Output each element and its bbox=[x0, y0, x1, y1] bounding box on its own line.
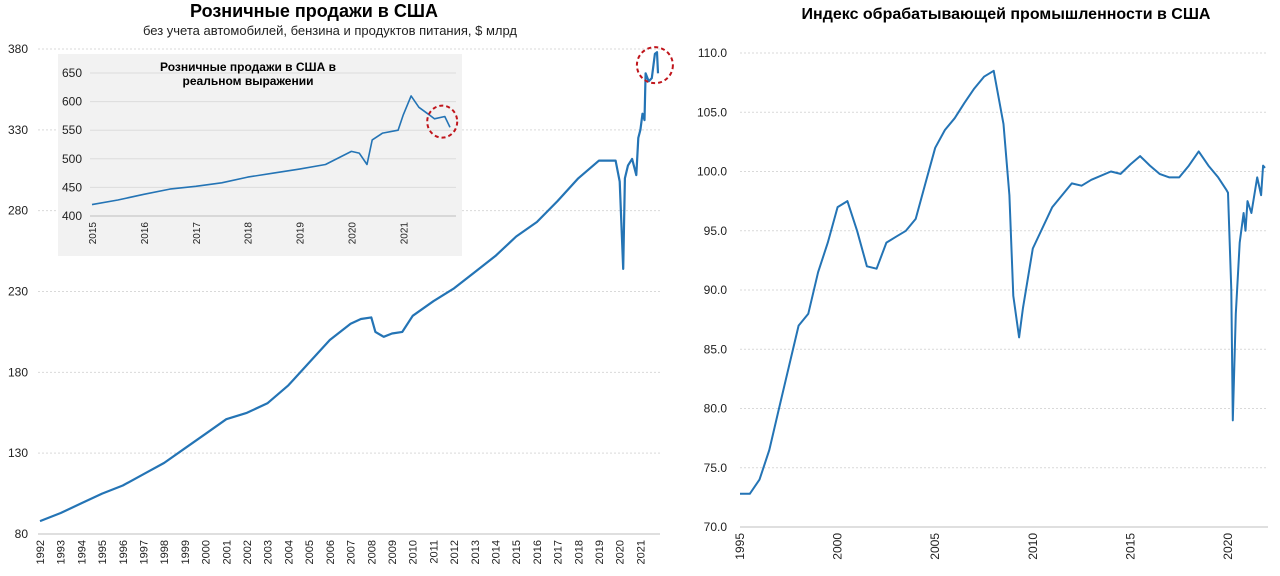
manufacturing-x-ticks: 1995 2000 2005 2010 2015 2020 bbox=[733, 533, 1235, 560]
x-tick-label: 2008 bbox=[366, 540, 378, 564]
x-tick-label: 2009 bbox=[387, 540, 399, 564]
inset-background bbox=[58, 54, 462, 256]
inset-y-tick-label: 400 bbox=[62, 209, 82, 223]
y-tick-label: 130 bbox=[8, 446, 28, 460]
inset-y-tick-label: 600 bbox=[62, 95, 82, 109]
x-tick-label: 2012 bbox=[449, 540, 461, 564]
x-tick-label: 1993 bbox=[56, 540, 68, 564]
y-tick-label: 280 bbox=[8, 204, 28, 218]
manufacturing-y-ticks: 70.0 75.0 80.0 85.0 90.0 95.0 100.0 105.0 110.0 bbox=[697, 46, 727, 534]
x-tick-label: 1999 bbox=[180, 540, 192, 564]
inset-title-line1: Розничные продажи в США в bbox=[160, 60, 336, 74]
x-tick-label: 2001 bbox=[221, 540, 233, 564]
y-tick-label: 80 bbox=[15, 527, 29, 541]
x-tick-label: 2000 bbox=[831, 533, 845, 560]
real-retail-sales-inset: Розничные продажи в США в реальном выраж… bbox=[58, 54, 462, 256]
inset-title-line2: реальном выражении bbox=[183, 74, 314, 88]
x-tick-label: 2013 bbox=[470, 540, 482, 564]
x-tick-label: 2003 bbox=[263, 540, 275, 564]
inset-y-tick-label: 650 bbox=[62, 66, 82, 80]
x-tick-label: 2011 bbox=[428, 540, 440, 564]
y-tick-label: 330 bbox=[8, 123, 28, 137]
x-tick-label: 1997 bbox=[139, 540, 151, 564]
inset-x-tick-label: 2020 bbox=[347, 222, 358, 245]
y-tick-label: 85.0 bbox=[704, 342, 728, 356]
y-tick-label: 90.0 bbox=[704, 283, 728, 297]
inset-x-tick-label: 2017 bbox=[192, 222, 203, 245]
inset-y-tick-label: 450 bbox=[62, 180, 82, 194]
x-tick-label: 2020 bbox=[1221, 533, 1235, 560]
x-tick-label: 2020 bbox=[615, 540, 627, 564]
y-tick-label: 180 bbox=[8, 365, 28, 379]
x-tick-label: 2010 bbox=[1026, 533, 1040, 560]
y-tick-label: 380 bbox=[8, 42, 28, 56]
inset-x-tick-label: 2021 bbox=[399, 222, 410, 245]
x-tick-label: 2015 bbox=[511, 540, 523, 564]
x-tick-label: 1995 bbox=[733, 533, 747, 560]
retail-peak-highlight-circle bbox=[635, 46, 674, 85]
x-tick-label: 2005 bbox=[928, 533, 942, 560]
retail-chart-subtitle: без учета автомобилей, бензина и продукт… bbox=[143, 23, 517, 38]
manufacturing-gridlines bbox=[740, 52, 1268, 469]
x-tick-label: 2019 bbox=[594, 540, 606, 564]
y-tick-label: 105.0 bbox=[697, 105, 727, 119]
x-tick-label: 2005 bbox=[304, 540, 316, 564]
manufacturing-chart-title: Индекс обрабатывающей промышленности в С… bbox=[802, 6, 1211, 23]
retail-x-ticks: 1992 1993 1994 1995 1996 1997 1998 1999 2000 2001… bbox=[35, 540, 647, 564]
manufacturing-index-chart: Индекс обрабатывающей промышленности в С… bbox=[697, 6, 1268, 560]
y-tick-label: 75.0 bbox=[704, 461, 728, 475]
x-tick-label: 2002 bbox=[242, 540, 254, 564]
x-tick-label: 2010 bbox=[408, 540, 420, 564]
x-tick-label: 2021 bbox=[635, 540, 647, 564]
y-tick-label: 230 bbox=[8, 285, 28, 299]
inset-y-ticks: 400 450 500 550 600 650 bbox=[62, 66, 82, 223]
inset-x-tick-label: 2019 bbox=[296, 222, 307, 245]
x-tick-label: 2007 bbox=[346, 540, 358, 564]
retail-chart-title: Розничные продажи в США bbox=[190, 1, 438, 21]
x-tick-label: 2015 bbox=[1123, 533, 1137, 560]
x-tick-label: 2006 bbox=[325, 540, 337, 564]
x-tick-label: 2018 bbox=[573, 540, 585, 564]
real-retail-sales-series-line bbox=[91, 95, 451, 206]
retail-sales-chart: Розничные продажи в США без учета автомо… bbox=[8, 1, 674, 564]
x-tick-label: 1992 bbox=[35, 540, 47, 564]
manufacturing-series-line bbox=[740, 69, 1266, 495]
y-tick-label: 95.0 bbox=[704, 224, 728, 238]
x-tick-label: 1994 bbox=[76, 540, 88, 564]
retail-y-ticks: 80 130 180 230 280 330 380 bbox=[8, 42, 28, 541]
inset-x-tick-label: 2015 bbox=[88, 222, 99, 245]
y-tick-label: 80.0 bbox=[704, 402, 728, 416]
y-tick-label: 110.0 bbox=[698, 46, 727, 60]
y-tick-label: 70.0 bbox=[704, 520, 728, 534]
x-tick-label: 2014 bbox=[490, 540, 502, 564]
inset-highlight-circle bbox=[426, 104, 459, 139]
x-tick-label: 1996 bbox=[118, 540, 130, 564]
x-tick-label: 2017 bbox=[553, 540, 565, 564]
inset-y-tick-label: 500 bbox=[62, 152, 82, 166]
x-tick-label: 1998 bbox=[159, 540, 171, 564]
inset-x-tick-label: 2016 bbox=[140, 222, 151, 245]
x-tick-label: 2004 bbox=[283, 540, 295, 564]
retail-sales-series-line bbox=[39, 51, 660, 523]
inset-x-tick-label: 2018 bbox=[244, 222, 255, 245]
x-tick-label: 2000 bbox=[201, 540, 213, 564]
x-tick-label: 2016 bbox=[532, 540, 544, 564]
y-tick-label: 100.0 bbox=[697, 165, 727, 179]
inset-y-tick-label: 550 bbox=[62, 123, 82, 137]
inset-x-ticks: 2015 2016 2017 2018 2019 2020 2021 bbox=[88, 222, 410, 245]
x-tick-label: 1995 bbox=[97, 540, 109, 564]
